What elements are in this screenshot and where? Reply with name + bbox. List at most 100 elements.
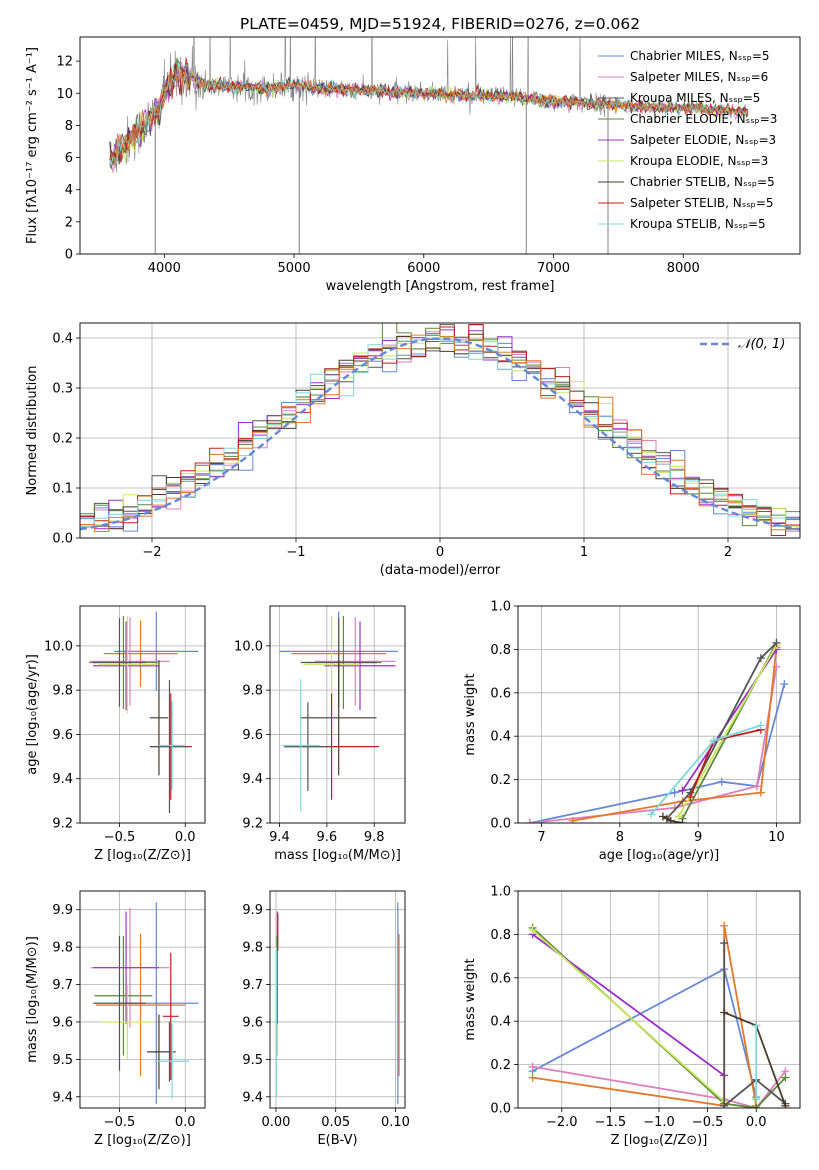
x-tick-label: 7: [537, 830, 545, 845]
x-tick-label: 0.05: [321, 1115, 350, 1130]
x-tick-label: 2: [724, 545, 732, 560]
y-tick-label: 9.8: [52, 941, 73, 956]
model-spectrum: [109, 69, 749, 166]
series-line: [529, 683, 786, 823]
y-tick-label: 9.8: [52, 684, 73, 699]
x-tick-label: 9.4: [269, 830, 290, 845]
axes-frame: [79, 890, 206, 1109]
normal-curve: [80, 337, 800, 531]
point-marker: [780, 680, 789, 689]
point-marker: [756, 721, 765, 730]
y-tick-label: 9.2: [52, 817, 73, 832]
axes-mass_weight_vs_age: 7 8 9 10 0.0 0.2 0.4 0.6 0.8 1.0 age [log₁₀(age/yr…: [463, 600, 801, 863]
legend-label: Kroupa STELIB, Nₛₛₚ=5: [630, 217, 766, 231]
y-tick-label: 9.9: [52, 903, 73, 918]
x-axis-label: Z [log₁₀(Z/Z⊙)]: [94, 1133, 191, 1148]
plot-area-mass_weight_vs_Z: [528, 921, 790, 1108]
axes-frame: [79, 605, 206, 824]
y-tick-label: 10.0: [44, 639, 73, 654]
x-tick-label: 8: [616, 830, 624, 845]
y-tick-label: 0.4: [490, 1015, 511, 1030]
point-marker: [709, 736, 718, 745]
x-tick-label: 5000: [278, 261, 311, 276]
point-marker: [720, 921, 729, 930]
y-tick-label: 0.2: [490, 773, 511, 788]
y-tick-label: 4: [65, 183, 73, 198]
x-axis-label: Z [log₁₀(Z/Z⊙)]: [611, 1133, 708, 1148]
point-marker: [678, 819, 687, 823]
legend-label: 𝒩(0, 1): [738, 337, 785, 352]
x-tick-label: 9.6: [316, 830, 337, 845]
legend-label: Salpeter ELODIE, Nₛₛₚ=3: [630, 133, 776, 147]
point-marker: [717, 777, 726, 786]
series-line: [532, 967, 758, 1108]
y-tick-label: 9.6: [242, 1015, 263, 1030]
plot-area-mass_vs_Z: [90, 902, 199, 1105]
plot-area-mass_weight_vs_age: [525, 638, 789, 823]
x-axis-label: E(B-V): [317, 1133, 357, 1148]
x-tick-label: 6000: [407, 261, 440, 276]
point-marker: [720, 1008, 729, 1017]
point-marker: [781, 1073, 790, 1082]
series-line: [572, 647, 778, 822]
y-tick-label: 1.0: [490, 885, 511, 900]
x-tick-label: −0.5: [104, 830, 136, 845]
axes-frame: [79, 36, 801, 255]
x-tick-label: 7000: [537, 261, 570, 276]
x-tick-label: 8000: [667, 261, 700, 276]
y-axis-label: Normed distribution: [25, 366, 40, 496]
x-tick-label: 1: [580, 545, 588, 560]
y-tick-label: 0.4: [52, 332, 73, 347]
point-marker: [720, 1101, 729, 1108]
x-tick-label: 10: [768, 830, 785, 845]
histogram-series: [80, 324, 800, 538]
point-marker: [720, 939, 729, 948]
axes-mass_weight_vs_Z: −2.0 −1.5 −1.0 −0.5 0.0 0.0 0.2 0.4 0.6 0.8 1.0 Z […: [463, 885, 801, 1148]
axes-frame: [269, 605, 406, 824]
point-marker: [647, 810, 656, 819]
plot-area-age_vs_mass: [279, 611, 398, 812]
x-axis-label: (data-model)/error: [380, 563, 501, 578]
series-line: [532, 1065, 787, 1108]
x-tick-label: −1.5: [595, 1115, 627, 1130]
x-tick-label: 0.0: [746, 1115, 767, 1130]
y-tick-label: 2: [65, 215, 73, 230]
y-tick-label: 0.8: [490, 928, 511, 943]
x-tick-label: −0.5: [692, 1115, 724, 1130]
y-tick-label: 9.4: [242, 772, 263, 787]
chart-title: PLATE=0459, MJD=51924, FIBERID=0276, z=0…: [240, 15, 640, 33]
y-axis-label: mass weight: [463, 958, 478, 1040]
x-tick-label: −1: [286, 545, 305, 560]
legend-label: Chabrier ELODIE, Nₛₛₚ=3: [630, 112, 777, 126]
y-tick-label: 9.7: [52, 978, 73, 993]
y-tick-label: 0.0: [490, 1102, 511, 1117]
axes-frame: [517, 605, 801, 824]
axes-spectrum: 4000 5000 6000 7000 8000 0 2 4 6 8 10 12 wavelength …: [25, 15, 801, 294]
y-tick-label: 10: [56, 87, 73, 102]
axes-residuals: −2 −1 0 1 2 0.0 0.1 0.2 0.3 0.4 (data-model)/error…: [25, 322, 801, 578]
point-marker: [528, 926, 537, 935]
x-tick-label: −2: [142, 545, 161, 560]
y-tick-label: 9.5: [242, 1053, 263, 1068]
point-marker: [686, 792, 695, 801]
legend-label: Salpeter MILES, Nₛₛₚ=6: [630, 70, 768, 84]
x-axis-label: wavelength [Angstrom, rest frame]: [326, 279, 555, 294]
point-marker: [528, 1062, 537, 1071]
plot-area-age_vs_Z: [89, 611, 199, 814]
legend-label: Kroupa ELODIE, Nₛₛₚ=3: [630, 154, 768, 168]
point-marker: [752, 1095, 761, 1104]
histogram-series: [80, 334, 800, 538]
axes-age_vs_mass: 9.4 9.6 9.8 9.2 9.4 9.6 9.8 10.0 mass [log₁₀(M/M…: [234, 605, 406, 863]
y-tick-label: 9.6: [52, 728, 73, 743]
axes-mass_vs_ebv: 0.00 0.05 0.10 9.4 9.5 9.6 9.7 9.8 9.9 E(B-V): [242, 890, 410, 1148]
series-line: [531, 929, 725, 1103]
y-tick-label: 8: [65, 119, 73, 134]
y-tick-label: 6: [65, 151, 73, 166]
axes-mass_vs_Z: −0.5 0.0 9.4 9.5 9.6 9.7 9.8 9.9 Z [log₁₀(Z/Z⊙)]…: [25, 890, 206, 1148]
plot-area-mass_vs_ebv: [275, 902, 400, 1105]
x-tick-label: 0.0: [175, 1115, 196, 1130]
legend-label: Chabrier STELIB, Nₛₛₚ=5: [630, 175, 775, 189]
y-tick-label: 9.8: [242, 684, 263, 699]
y-axis-label: mass [log₁₀(M/M⊙)]: [25, 936, 40, 1063]
point-marker: [752, 1021, 761, 1030]
